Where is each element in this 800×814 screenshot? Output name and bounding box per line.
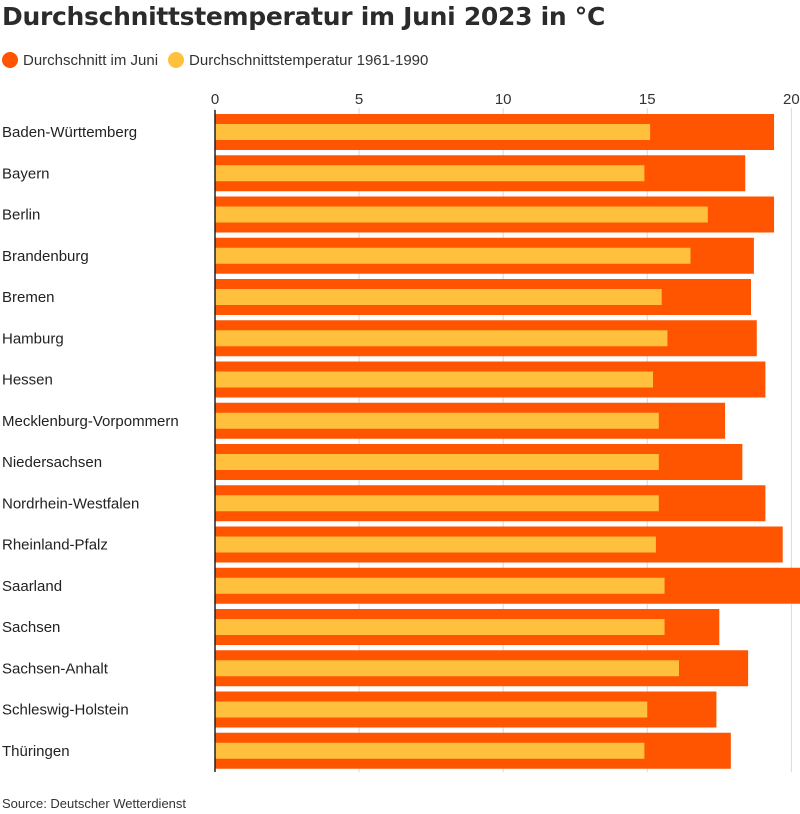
bar-historical [215,124,651,140]
bar-historical [215,660,679,677]
bar-historical [215,577,665,594]
bar-historical [215,454,659,470]
bar-historical [215,330,668,347]
legend-item-historical[interactable]: Durchschnittstemperatur 1961-1990 [168,52,428,69]
bar-historical [215,619,665,635]
category-label: Niedersachsen [2,454,102,471]
bar-historical [215,536,656,553]
legend-item-current[interactable]: Durchschnitt im Juni [2,52,158,69]
x-tick-label: 20 [783,91,800,108]
x-tick-label: 0 [211,91,219,108]
legend-label-current: Durchschnitt im Juni [23,51,159,69]
bar-historical [215,289,662,305]
category-label: Sachsen-Anhalt [2,660,109,677]
legend-swatch-current [2,52,18,68]
category-label: Nordrhein-Westfalen [2,495,139,512]
source-note: Source: Deutscher Wetterdienst [2,796,187,811]
category-label: Hamburg [2,330,64,347]
x-tick-label: 5 [355,91,363,108]
bar-historical [215,247,691,264]
category-label: Saarland [2,578,62,595]
bar-historical [215,371,654,388]
bar-historical [215,165,645,182]
category-label: Berlin [2,207,40,224]
category-label: Brandenburg [2,248,89,265]
category-label: Baden-Württemberg [2,124,137,141]
category-label: Rheinland-Pfalz [2,537,108,554]
bar-historical [215,495,659,512]
bar-historical [215,701,648,718]
bar-historical [215,412,659,429]
category-label: Sachsen [2,619,60,636]
bar-historical [215,206,708,223]
legend-swatch-historical [168,52,185,68]
x-tick-label: 10 [495,91,512,108]
category-label: Mecklenburg-Vorpommern [2,413,179,430]
category-label: Hessen [2,372,53,389]
legend: Durchschnitt im Juni Durchschnittstemper… [2,50,438,70]
chart-title: Durchschnittstemperatur im Juni 2023 in … [2,2,606,31]
category-label: Thüringen [2,743,70,760]
bar-chart: 0 5 10 15 20 Baden-Württemberg Bayern Berlin Bra… [2,91,800,772]
bar-historical [215,742,645,759]
x-tick-label: 15 [639,91,656,108]
category-label: Bayern [2,165,50,182]
legend-label-historical: Durchschnittstemperatur 1961-1990 [189,51,429,69]
category-label: Bremen [2,289,55,306]
category-label: Schleswig-Holstein [2,702,129,719]
